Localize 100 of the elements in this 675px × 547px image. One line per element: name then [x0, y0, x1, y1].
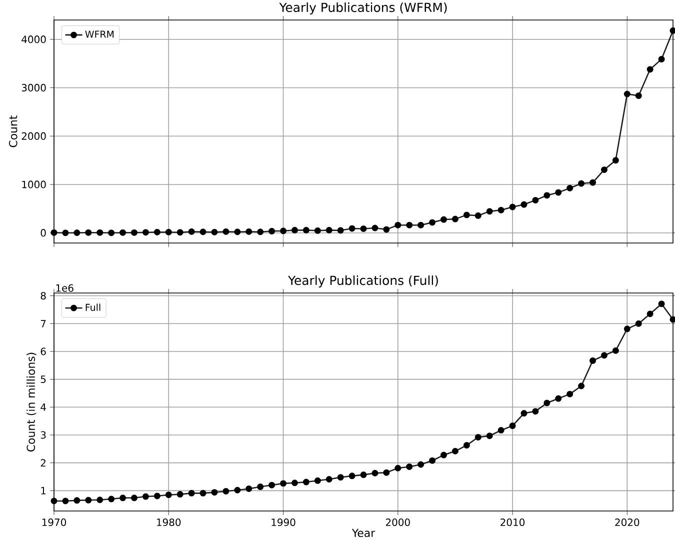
point — [280, 228, 287, 234]
x-axis-title: Year — [352, 528, 376, 538]
y-tick-label: 5 — [40, 376, 46, 384]
point — [142, 493, 149, 500]
point — [348, 225, 356, 232]
point — [222, 488, 230, 494]
point — [280, 480, 287, 487]
point — [566, 390, 574, 398]
point — [452, 448, 458, 454]
point — [498, 427, 504, 434]
point — [474, 434, 482, 440]
point — [74, 229, 80, 236]
point — [646, 310, 654, 318]
x-tick-label: 1980 — [157, 518, 181, 526]
point — [222, 228, 230, 235]
point — [532, 196, 539, 204]
point — [406, 463, 413, 470]
point — [544, 400, 550, 406]
point — [257, 228, 264, 236]
y-tick-label: 4000 — [22, 36, 46, 44]
point — [360, 472, 367, 478]
point — [486, 432, 493, 440]
point — [555, 395, 562, 402]
point — [74, 497, 80, 504]
point — [429, 457, 436, 464]
point — [337, 474, 344, 481]
y-tick-label: 8 — [40, 292, 46, 300]
point — [474, 212, 482, 219]
point — [658, 300, 665, 308]
point — [96, 496, 104, 504]
y-tick-label: 2 — [40, 459, 46, 467]
point — [429, 219, 436, 226]
point — [670, 316, 675, 323]
point — [486, 208, 493, 215]
point — [62, 230, 69, 236]
point — [337, 227, 344, 234]
point — [234, 486, 241, 494]
y-tick-label: 4 — [40, 404, 46, 411]
point — [50, 498, 58, 504]
point — [200, 228, 206, 236]
x-tick-label: 1990 — [272, 518, 296, 526]
point — [257, 484, 264, 490]
point — [463, 442, 470, 449]
text: 1e6 — [56, 284, 74, 292]
chart-title: Yearly Publications (Full) — [288, 275, 438, 288]
point — [463, 212, 470, 218]
point — [394, 222, 402, 228]
point — [314, 227, 321, 234]
point — [348, 472, 356, 480]
point — [646, 66, 654, 73]
point — [418, 222, 424, 228]
point — [578, 382, 585, 390]
point — [509, 422, 516, 430]
point — [509, 204, 516, 210]
point — [566, 184, 574, 192]
y-axis-title: Count — [9, 115, 18, 148]
point — [291, 226, 298, 234]
y-tick-label: 1000 — [22, 180, 46, 188]
point — [234, 228, 241, 236]
point — [383, 469, 390, 476]
point — [108, 230, 115, 236]
point — [176, 229, 184, 236]
point — [555, 189, 562, 196]
point — [372, 224, 378, 232]
x-tick-label: 2020 — [615, 518, 640, 526]
point — [130, 229, 138, 236]
y-axis-title: Count (in millions) — [26, 352, 36, 452]
point — [291, 480, 298, 486]
point — [50, 229, 58, 236]
chart-title: Yearly Publications (WFRM) — [279, 2, 447, 14]
point — [165, 492, 172, 498]
point — [268, 228, 276, 234]
point — [394, 464, 402, 472]
point — [211, 228, 218, 236]
point — [624, 90, 630, 98]
y-tick-label: 3000 — [22, 84, 46, 92]
point — [188, 228, 195, 235]
legend-label: WFRM — [85, 30, 114, 38]
point — [635, 320, 642, 327]
y-tick-label: 7 — [40, 320, 46, 328]
point — [154, 492, 160, 500]
point — [670, 27, 675, 34]
point — [360, 225, 367, 232]
point — [418, 461, 424, 468]
point — [590, 179, 596, 186]
point — [600, 166, 608, 173]
y-tick-label: 3 — [40, 431, 46, 439]
point — [440, 452, 447, 458]
point — [532, 408, 539, 415]
legend-label: Full — [86, 304, 100, 311]
y-tick-label: 6 — [40, 348, 46, 356]
point — [85, 496, 92, 504]
y-tick-label: 0 — [40, 229, 46, 237]
point — [658, 56, 665, 62]
point — [326, 476, 332, 483]
point — [624, 326, 630, 332]
point — [246, 228, 252, 235]
point — [108, 496, 115, 502]
x-tick-label: 2000 — [386, 518, 410, 526]
point — [96, 229, 104, 236]
